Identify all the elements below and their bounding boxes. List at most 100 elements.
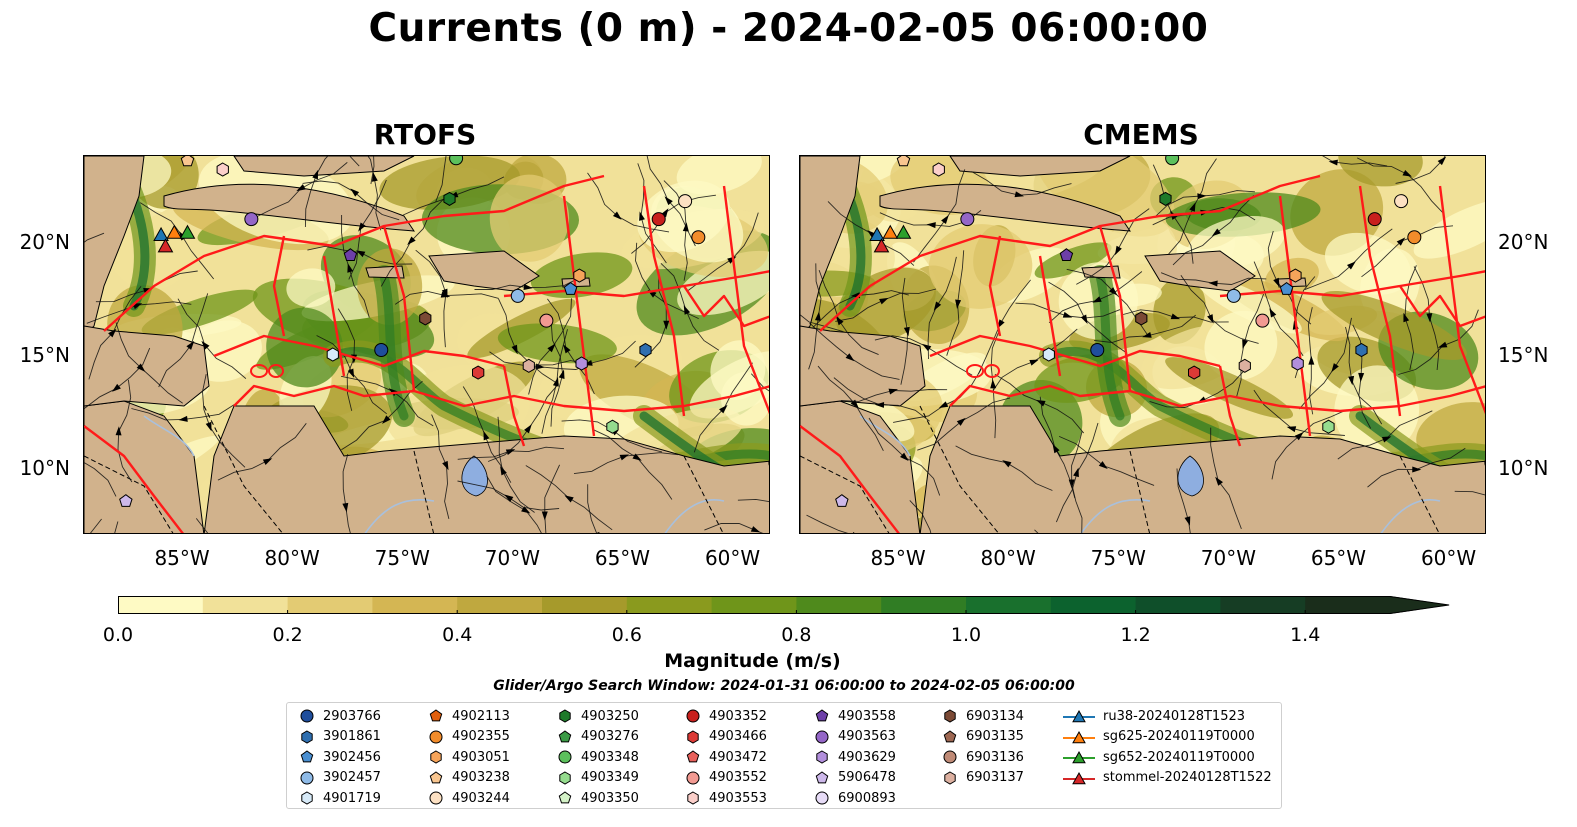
argo-float-4903553 xyxy=(216,162,229,177)
legend-label: 4903629 xyxy=(838,749,896,765)
legend-item: 4903629 xyxy=(814,747,896,767)
glider-ru38-20240128T1523 xyxy=(869,226,885,242)
argo-float-4903244 xyxy=(1394,194,1409,209)
legend-pentagon xyxy=(815,771,829,784)
argo-float-6900893 xyxy=(1484,459,1485,466)
argo-float-2903766 xyxy=(374,343,389,358)
legend-label: 4903558 xyxy=(838,708,896,724)
glider-sg652-20240119T0000 xyxy=(895,224,912,239)
legend-pentagon xyxy=(815,709,829,722)
rtofs-map-canvas xyxy=(84,156,769,533)
legend-marker-icon xyxy=(429,771,443,784)
legend-item: 4903552 xyxy=(685,768,767,788)
legend-marker-icon xyxy=(943,729,957,742)
legend-circle xyxy=(815,791,829,805)
lat-label-20n-right: 20°N xyxy=(1498,230,1549,254)
legend-label: 4902355 xyxy=(452,729,510,745)
legend-pentagon xyxy=(943,729,957,742)
argo-float-4903349 xyxy=(1322,419,1335,434)
legend-label: 4903349 xyxy=(581,770,639,786)
legend-item: 4903051 xyxy=(428,747,510,767)
legend-triangle xyxy=(1072,751,1086,764)
rtofs-lon-label-1: 80°W xyxy=(264,546,320,570)
legend-item: 4902113 xyxy=(428,706,510,726)
legend-label: 4903238 xyxy=(452,770,510,786)
argo-float-4903558 xyxy=(1059,248,1074,261)
argo-float-4903051 xyxy=(1289,268,1302,283)
argo-float-6903137 xyxy=(1238,358,1251,373)
argo-float-6903134 xyxy=(1135,311,1148,326)
legend-pentagon xyxy=(558,791,572,804)
legend-item: 4903348 xyxy=(557,747,639,767)
cmems-lon-label-4: 65°W xyxy=(1310,546,1367,570)
legend-item: stommel-20240128T1522 xyxy=(1063,768,1272,788)
legend-item: 4902355 xyxy=(428,727,510,747)
argo-float-4903553 xyxy=(932,162,945,177)
colorbar-segment xyxy=(1305,596,1391,614)
lat-label-10n-right: 10°N xyxy=(1498,456,1549,480)
colorbar-segment xyxy=(118,596,204,614)
legend-item: sg625-20240119T0000 xyxy=(1063,727,1255,747)
rtofs-lon-label-3: 70°W xyxy=(484,546,540,570)
argo-float-4903352 xyxy=(1367,212,1382,227)
colorbar xyxy=(118,596,1450,614)
argo-float-4903552 xyxy=(1255,313,1270,328)
argo-float-4903563 xyxy=(960,212,975,227)
argo-float-4903348 xyxy=(1165,156,1180,166)
legend-item: 4901719 xyxy=(299,788,381,808)
argo-float-6903134 xyxy=(419,311,432,326)
legend-label: 4903553 xyxy=(709,790,767,806)
argo-float-4903349 xyxy=(606,419,619,434)
argo-float-3901861 xyxy=(1355,342,1368,358)
lat-label-15n: 15°N xyxy=(19,343,70,367)
legend-item: 3902456 xyxy=(299,747,381,767)
legend-label: 4901719 xyxy=(323,790,381,806)
colorbar-title: Magnitude (m/s) xyxy=(664,650,841,672)
legend-pentagon xyxy=(686,750,700,763)
argo-float-4903563 xyxy=(244,212,259,227)
legend-circle xyxy=(429,730,443,744)
legend-label: 5906478 xyxy=(838,770,896,786)
cmems-map[interactable] xyxy=(799,155,1486,534)
colorbar-segment xyxy=(457,596,543,614)
rtofs-map[interactable] xyxy=(83,155,770,534)
legend-circle xyxy=(300,771,314,785)
legend-item: 4903250 xyxy=(557,706,639,726)
legend-item: sg652-20240119T0000 xyxy=(1063,747,1255,767)
legend-hexagon xyxy=(944,709,956,723)
argo-float-4903466 xyxy=(472,365,485,380)
argo-float-4901719 xyxy=(326,347,339,362)
legend-marker-icon xyxy=(301,791,313,805)
argo-float-4903629 xyxy=(575,356,588,371)
legend-item: 4903466 xyxy=(685,727,767,747)
legend-marker-icon xyxy=(300,709,314,723)
lat-label-15n-right: 15°N xyxy=(1498,343,1549,367)
legend-item: ru38-20240128T1523 xyxy=(1063,706,1245,726)
legend-marker-icon xyxy=(429,709,443,722)
legend-item: 4903553 xyxy=(685,788,767,808)
legend-hexagon xyxy=(816,750,828,764)
legend-marker-icon xyxy=(1063,751,1095,764)
rtofs-panel-title: RTOFS xyxy=(373,118,477,151)
legend-item: 4903558 xyxy=(814,706,896,726)
argo-float-4903238 xyxy=(180,156,195,167)
legend-item: 4903238 xyxy=(428,768,510,788)
legend-label: 6903137 xyxy=(966,770,1024,786)
legend-marker-icon xyxy=(1063,709,1095,723)
legend-circle xyxy=(686,709,700,723)
legend-label: 4903552 xyxy=(709,770,767,786)
legend-label: 4903051 xyxy=(452,749,510,765)
legend-marker-icon xyxy=(815,771,829,784)
argo-float-4903051 xyxy=(573,268,586,283)
legend-hexagon xyxy=(301,730,313,744)
legend-triangle xyxy=(1072,709,1086,723)
argo-float-3901861 xyxy=(639,342,652,358)
legend-marker-icon xyxy=(558,729,572,742)
legend-item: 3901861 xyxy=(299,727,381,747)
legend-label: 3902457 xyxy=(323,770,381,786)
legend-label: 6903134 xyxy=(966,708,1024,724)
legend-label: 6903135 xyxy=(966,729,1024,745)
argo-float-4903558 xyxy=(343,248,358,261)
legend-triangle xyxy=(1072,730,1086,743)
legend-marker-icon xyxy=(815,709,829,722)
